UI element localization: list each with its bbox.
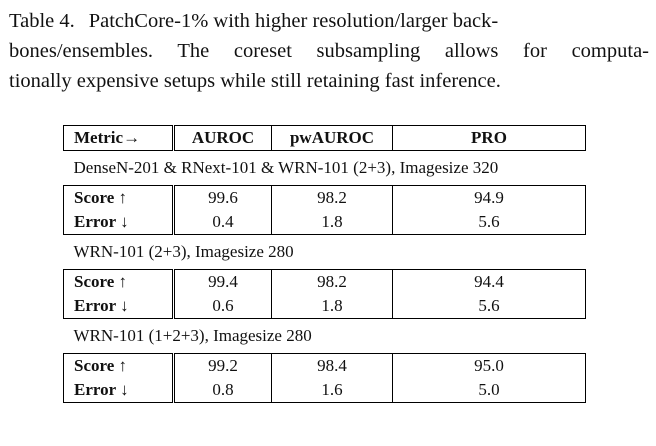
caption-line-1: Table 4. PatchCore-1% with higher resolut… — [9, 6, 649, 36]
pwauroc-cell: 1.8 — [271, 294, 393, 319]
metric-name: Score ↑ — [63, 185, 174, 210]
metric-name: Error ↓ — [63, 378, 174, 403]
group-label: WRN-101 (2+3), Imagesize 280 — [73, 242, 294, 261]
table-row: Score ↑ 99.2 98.4 95.0 — [63, 353, 586, 378]
auroc-cell: 99.6 — [172, 185, 272, 210]
pwauroc-cell: 98.2 — [271, 185, 393, 210]
auroc-cell: 0.6 — [172, 294, 272, 319]
pwauroc-cell: 1.6 — [271, 378, 393, 403]
pro-cell: 95.0 — [392, 353, 586, 378]
table-row: Error ↓ 0.4 1.8 5.6 — [63, 210, 586, 235]
results-table: Metric→ AUROC pwAUROC PRO DenseN-201 & R… — [63, 125, 586, 403]
header-auroc: AUROC — [172, 125, 272, 151]
pro-cell: 5.0 — [392, 378, 586, 403]
metric-name: Score ↑ — [63, 269, 174, 294]
header-pwauroc: pwAUROC — [271, 125, 393, 151]
metric-name: Error ↓ — [63, 294, 174, 319]
metric-name: Error ↓ — [63, 210, 174, 235]
group-row: WRN-101 (1+2+3), Imagesize 280 — [63, 319, 586, 354]
table-row: Error ↓ 0.6 1.8 5.6 — [63, 294, 586, 319]
auroc-cell: 0.4 — [172, 210, 272, 235]
pro-cell: 5.6 — [392, 210, 586, 235]
group-row: WRN-101 (2+3), Imagesize 280 — [63, 235, 586, 270]
table-row: Score ↑ 99.4 98.2 94.4 — [63, 269, 586, 294]
header-metric: Metric→ — [63, 125, 174, 151]
pro-cell: 94.9 — [392, 185, 586, 210]
group-row: DenseN-201 & RNext-101 & WRN-101 (2+3), … — [63, 151, 586, 186]
group-label: WRN-101 (1+2+3), Imagesize 280 — [73, 326, 312, 345]
caption-title: PatchCore-1% with higher resolution/larg… — [88, 10, 499, 32]
pwauroc-cell: 98.2 — [271, 269, 393, 294]
header-pro: PRO — [392, 125, 586, 151]
pwauroc-cell: 1.8 — [271, 210, 393, 235]
table-header-row: Metric→ AUROC pwAUROC PRO — [63, 125, 586, 151]
table-row: Score ↑ 99.6 98.2 94.9 — [63, 185, 586, 210]
auroc-cell: 0.8 — [172, 378, 272, 403]
auroc-cell: 99.2 — [172, 353, 272, 378]
pro-cell: 5.6 — [392, 294, 586, 319]
pwauroc-cell: 98.4 — [271, 353, 393, 378]
auroc-cell: 99.4 — [172, 269, 272, 294]
group-label: DenseN-201 & RNext-101 & WRN-101 (2+3), … — [73, 158, 499, 177]
caption-line-3: tionally expensive setups while still re… — [9, 70, 501, 92]
caption-line-2: bones/ensembles. The coreset subsampling… — [9, 40, 649, 62]
table-caption: Table 4. PatchCore-1% with higher resolut… — [9, 6, 649, 96]
table-row: Error ↓ 0.8 1.6 5.0 — [63, 378, 586, 403]
pro-cell: 94.4 — [392, 269, 586, 294]
caption-table-number: Table 4. — [9, 10, 75, 32]
metric-name: Score ↑ — [63, 353, 174, 378]
